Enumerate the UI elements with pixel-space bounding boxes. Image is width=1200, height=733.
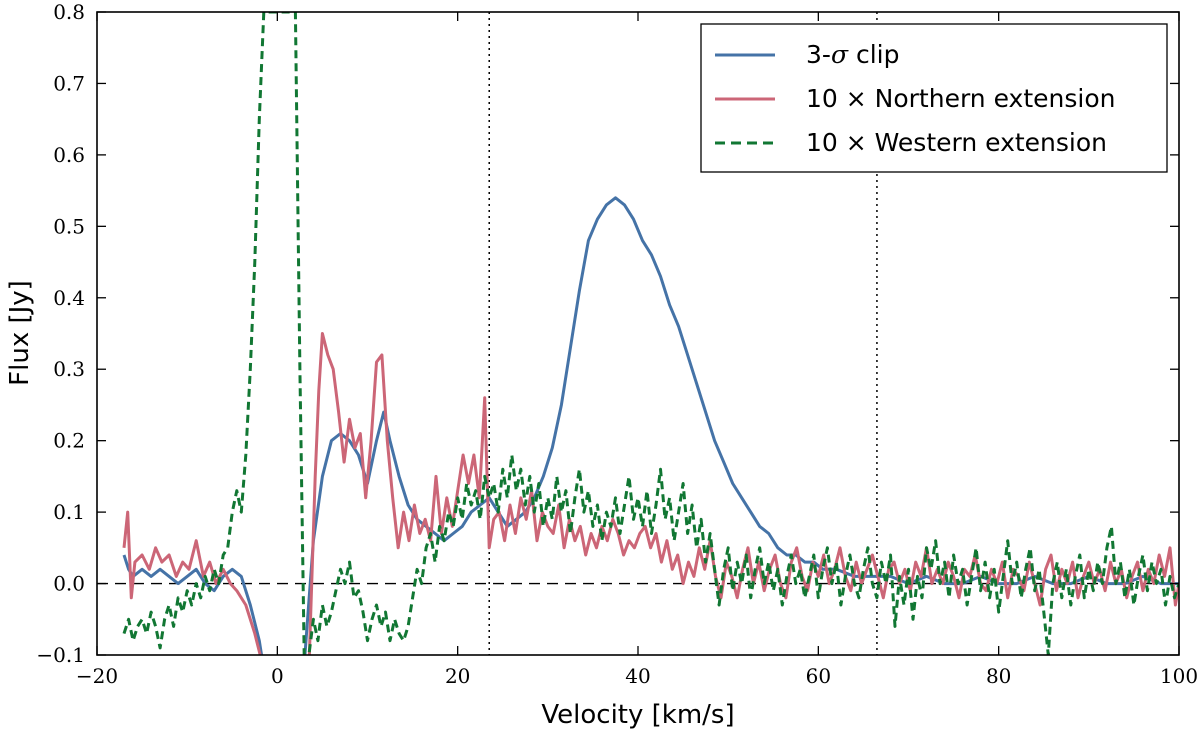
- y-tick-label: 0.4: [53, 286, 85, 310]
- y-tick-label: 0.1: [53, 500, 85, 524]
- series-layer: [122, 12, 1179, 655]
- x-tick-label: 60: [806, 664, 831, 688]
- x-tick-label: 80: [986, 664, 1011, 688]
- x-tick-label: 40: [625, 664, 650, 688]
- x-tick-label: 0: [271, 664, 284, 688]
- legend-box: [700, 23, 1168, 173]
- y-axis-title: Flux [Jy]: [5, 280, 35, 386]
- x-axis-title: Velocity [km/s]: [541, 700, 734, 730]
- legend-label-northern-extension: 10 × Northern extension: [806, 84, 1115, 113]
- legend: 3-σ clip 10 × Northern extension 10 × We…: [700, 23, 1168, 173]
- x-tick-label: −20: [76, 664, 118, 688]
- legend-label-western-extension: 10 × Western extension: [806, 128, 1107, 157]
- x-tick-label: 20: [445, 664, 470, 688]
- x-tick-label: 100: [1160, 664, 1198, 688]
- legend-label-3-sigma-clip: 3-σ clip: [806, 40, 899, 69]
- series-western-extension: [122, 12, 1179, 655]
- y-tick-label: 0.8: [53, 0, 85, 24]
- y-tick-label: 0.0: [53, 572, 85, 596]
- y-tick-label: 0.3: [53, 357, 85, 381]
- y-tick-label: −0.1: [36, 643, 85, 667]
- y-tick-label: 0.6: [53, 143, 85, 167]
- y-tick-label: 0.7: [53, 71, 85, 95]
- y-tick-label: 0.5: [53, 214, 85, 238]
- y-tick-label: 0.2: [53, 429, 85, 453]
- axis-ticks: −20 0 20 40 60 80 100 −0.1 0.0 0.1 0.2 0.3 0.4 0.5 0.6…: [36, 0, 1198, 688]
